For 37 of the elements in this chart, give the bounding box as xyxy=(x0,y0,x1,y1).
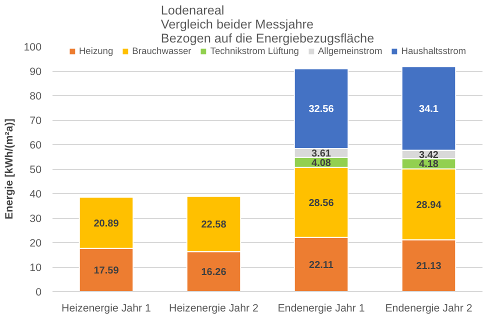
data-label: 22.58 xyxy=(201,220,227,231)
data-label: 17.59 xyxy=(94,265,120,276)
legend-label: Allgemeinstrom xyxy=(318,46,382,56)
chart-title: Lodenareal xyxy=(160,4,224,18)
x-tick-label: Heizenergie Jahr 1 xyxy=(62,302,152,314)
y-tick-label: 80 xyxy=(30,90,42,102)
data-label: 4.08 xyxy=(312,158,332,169)
legend-label: Haushaltsstrom xyxy=(401,46,466,56)
y-axis-title: Energie [kWh/(m²a)] xyxy=(4,118,16,220)
y-tick-label: 60 xyxy=(30,140,42,152)
data-label: 32.56 xyxy=(308,104,334,116)
y-tick-label: 30 xyxy=(30,213,42,225)
y-tick-label: 90 xyxy=(30,66,42,78)
x-tick-label: Endenergie Jahr 2 xyxy=(385,302,472,314)
data-label: 16.26 xyxy=(201,267,227,278)
x-tick-label: Endenergie Jahr 1 xyxy=(278,302,365,314)
y-tick-label: 0 xyxy=(36,286,42,298)
y-tick-label: 20 xyxy=(30,238,42,250)
data-label: 21.13 xyxy=(416,261,442,272)
y-tick-label: 70 xyxy=(30,115,42,127)
data-label: 28.94 xyxy=(416,200,442,211)
y-tick-label: 10 xyxy=(30,262,42,274)
data-label: 34.1 xyxy=(419,104,439,115)
legend-label: Heizung xyxy=(78,46,114,56)
chart-subtitle: Vergleich beider Messjahre Bezogen auf die Energiebezugsfläche xyxy=(160,18,374,46)
x-tick-label: Heizenergie Jahr 2 xyxy=(169,302,259,314)
data-label: 4.18 xyxy=(419,159,439,170)
data-label: 20.89 xyxy=(94,218,120,230)
legend-label: Brauchwasser xyxy=(132,46,192,56)
y-tick-label: 40 xyxy=(30,188,42,200)
data-label: 28.56 xyxy=(308,198,334,209)
y-tick-label: 50 xyxy=(30,164,42,176)
data-label: 3.61 xyxy=(312,148,332,160)
y-tick-label: 100 xyxy=(24,42,42,54)
legend-label: Technikstrom Lüftung xyxy=(210,46,299,56)
data-label: 22.11 xyxy=(309,260,334,271)
data-label: 3.42 xyxy=(419,150,439,161)
